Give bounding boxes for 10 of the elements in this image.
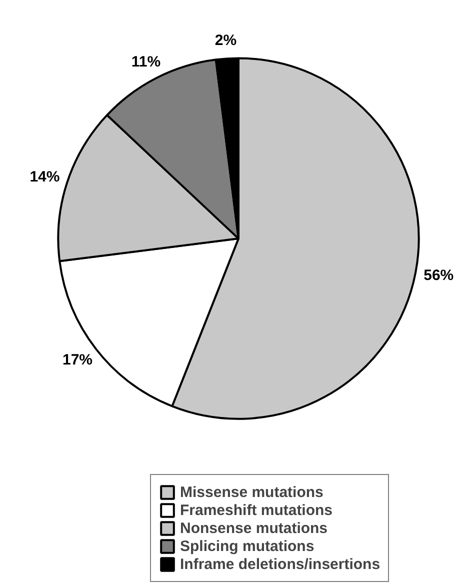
legend-label: Frameshift mutations (180, 501, 333, 519)
data-label: 14% (30, 168, 60, 186)
data-label: 56% (424, 267, 454, 284)
data-label: 17% (62, 352, 93, 369)
legend-label: Inframe deletions/insertions (180, 555, 380, 573)
data-label: 2% (214, 32, 237, 50)
data-label: 11% (131, 53, 161, 70)
legend-label: Missense mutations (180, 483, 324, 501)
legend-label: Nonsense mutations (180, 519, 328, 537)
legend-label: Splicing mutations (180, 537, 314, 555)
